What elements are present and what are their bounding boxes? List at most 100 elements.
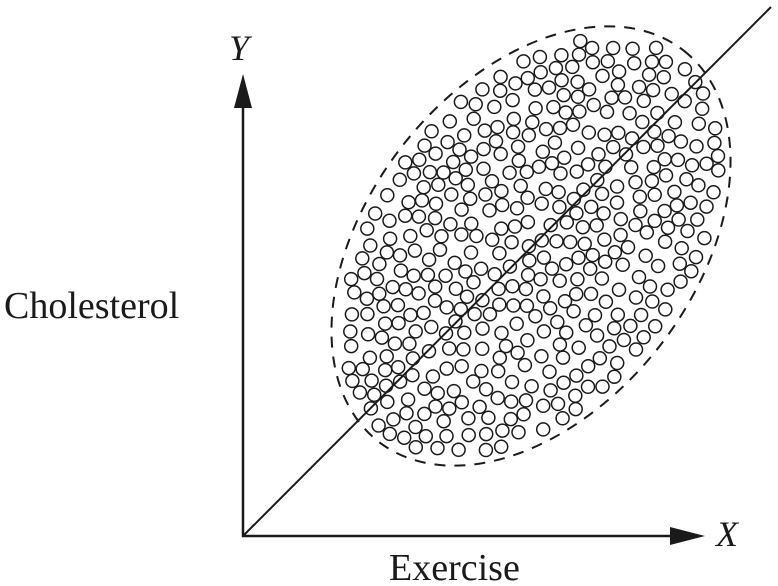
scatter-point [445, 154, 461, 170]
scatter-point [463, 149, 479, 164]
scatter-point [418, 428, 434, 444]
y-axis-symbol: Y [229, 28, 253, 68]
scatter-point [660, 282, 675, 298]
scatter-point [527, 82, 543, 97]
scatter-point [343, 338, 359, 354]
scatter-point [528, 308, 543, 324]
scatter-point [513, 178, 528, 194]
scatter-point [578, 318, 594, 333]
scatter-point [430, 440, 445, 456]
scatter-point [401, 194, 416, 210]
scatter-point [518, 281, 534, 297]
scatter-point [473, 261, 489, 277]
scatter-point [584, 40, 600, 56]
scatter-point [454, 358, 469, 374]
scatter-point [510, 345, 525, 360]
scatter-point [493, 146, 508, 162]
scatter-point [493, 439, 509, 454]
scatter-point [556, 150, 572, 165]
scatter-points [341, 33, 726, 458]
scatter-point [475, 292, 490, 308]
scatter-point [688, 249, 704, 265]
scatter-point [635, 114, 650, 130]
scatter-point [511, 425, 526, 440]
scatter-point [607, 369, 622, 385]
scatter-point [416, 305, 431, 321]
scatter-point [610, 307, 626, 322]
scatter-point [406, 268, 421, 283]
scatter-point [463, 245, 479, 260]
scatter-point [647, 319, 663, 334]
scatter-point [556, 87, 571, 103]
scatter-point [494, 197, 510, 213]
scatter-point [711, 163, 726, 178]
scatter-point [646, 159, 662, 175]
scatter-point [478, 187, 493, 202]
scatter-point [390, 297, 406, 313]
scatter-point [552, 273, 567, 289]
scatter-point [506, 298, 521, 313]
scatter-point [341, 360, 357, 376]
y-axis-arrowhead-icon [234, 74, 252, 108]
scatter-point [441, 341, 457, 356]
scatter-point [490, 119, 505, 135]
scatter-point [673, 134, 689, 149]
scatter-point [636, 139, 651, 155]
scatter-point [565, 59, 580, 75]
scatter-point [679, 172, 694, 187]
scatter-point [710, 148, 726, 164]
scatter-point [475, 82, 490, 97]
scatter-point [595, 379, 610, 394]
scatter-point [538, 121, 554, 137]
scatter-point [660, 220, 676, 235]
scatter-point [456, 342, 471, 357]
scatter-point [542, 300, 558, 316]
scatter-point [503, 394, 519, 409]
scatter-point [625, 41, 640, 57]
scatter-point [552, 120, 568, 136]
scatter-point [352, 385, 368, 400]
scatter-point [355, 361, 370, 377]
scatter-point [565, 117, 581, 133]
scatter-point [402, 336, 417, 351]
scatter-point [648, 40, 664, 56]
scatter-point [589, 218, 604, 233]
scatter-point [695, 86, 711, 101]
scatter-point [528, 101, 543, 116]
scatter-point [580, 358, 596, 374]
scatter-point [658, 168, 674, 183]
scatter-point [598, 159, 613, 175]
scatter-point [553, 166, 568, 181]
scatter-point [492, 297, 507, 312]
scatter-point [589, 328, 605, 343]
scatter-point [689, 139, 704, 154]
scatter-point [650, 138, 665, 154]
scatter-point [570, 74, 585, 90]
scatter-point [366, 387, 382, 403]
scatter-point [650, 258, 666, 274]
scatter-point [492, 350, 508, 366]
scatter-point [372, 286, 387, 301]
scatter-point [408, 439, 424, 455]
scatter-point [458, 264, 473, 279]
scatter-point [547, 135, 563, 150]
scatter-point [436, 165, 451, 180]
scatter-point [424, 124, 439, 139]
scatter-point [502, 165, 517, 181]
scatter-point [453, 94, 469, 110]
scatter-point [641, 67, 657, 82]
scatter-point [428, 196, 444, 212]
scatter-point [467, 306, 482, 322]
scatter-point [520, 333, 535, 348]
scatter-point [570, 140, 586, 156]
scatter-point [487, 99, 502, 115]
scatter-point [502, 259, 518, 274]
scatter-point [494, 325, 509, 341]
scatter-point [447, 255, 462, 271]
scatter-point [555, 411, 570, 426]
scatter-point [453, 301, 469, 317]
scatter-point [377, 362, 393, 378]
scatter-point [671, 212, 686, 227]
scatter-point [439, 428, 454, 444]
scatter-point [417, 381, 432, 396]
